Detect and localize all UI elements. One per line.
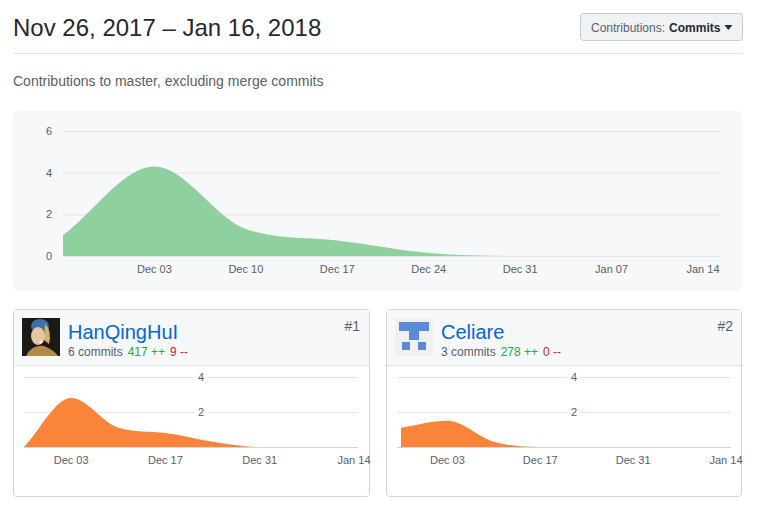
card-header (387, 310, 741, 365)
y-tick-label: 0 (46, 250, 52, 262)
grid-line (397, 377, 731, 378)
avatar-shape (418, 342, 426, 350)
dropdown-label[interactable]: Contributions: (591, 21, 665, 35)
x-tick-label: Dec 31 (503, 263, 538, 275)
label-bg (567, 371, 581, 383)
chart: 0 2 4 6 Dec 03 Dec 10 Dec 17 Dec 24 Dec 31 Jan 07… (46, 125, 722, 275)
avatar (395, 318, 433, 356)
x-tick-label: Jan 07 (595, 263, 628, 275)
chart: 2 4 Dec 03 Dec 17 Dec 31 Jan 14 (24, 371, 371, 466)
x-tick-label: Dec 31 (616, 454, 651, 466)
contributor-card (14, 310, 370, 497)
avatar-shape (40, 341, 43, 344)
y-tick-label: 2 (571, 406, 577, 418)
area (63, 166, 703, 256)
x-axis-line (397, 447, 731, 448)
chart: 2 4 Dec 03 Dec 17 Dec 31 Jan 14 (397, 371, 743, 466)
avatar-shape (399, 322, 429, 331)
title: Nov 26, 2017 – Jan 16, 2018 (13, 14, 321, 41)
dropdown-text[interactable]: Contributions: Commits (591, 21, 721, 35)
x-tick-label: Dec 17 (523, 454, 558, 466)
contributor-stats: 3 commits 278 ++ 0 -- (441, 345, 561, 359)
x-tick-label: Dec 03 (54, 454, 89, 466)
avatar-shape (44, 324, 50, 344)
contributor-name[interactable]: Celiare (441, 321, 504, 343)
x-tick-label: Jan 14 (686, 263, 719, 275)
additions: 417 ++ (128, 345, 165, 359)
label-bg (567, 406, 581, 418)
card-divider (387, 365, 741, 366)
grid-line (24, 377, 358, 378)
caret[interactable] (724, 25, 732, 30)
label-bg (194, 406, 208, 418)
x-axis-line (24, 447, 358, 448)
avatar-bg (395, 318, 433, 356)
avatar-shape (402, 342, 410, 350)
x-tick-label: Jan 14 (709, 454, 742, 466)
y-tick-label: 2 (198, 406, 204, 418)
x-tick-label: Dec 31 (242, 454, 277, 466)
page: Nov 26, 2017 – Jan 16, 2018 Contributions… (0, 0, 761, 518)
grid-line (63, 131, 722, 132)
main-chart-panel (13, 111, 742, 291)
subtitle: Contributions to master, excluding merge… (13, 73, 323, 89)
plot-area (63, 166, 703, 256)
dropdown-box[interactable] (581, 14, 743, 41)
x-tick-label: Dec 17 (148, 454, 183, 466)
contributor-name[interactable]: HanQingHuI (68, 321, 178, 343)
additions: 278 ++ (501, 345, 538, 359)
rank: #2 (717, 318, 733, 334)
card-header (14, 310, 369, 365)
area (24, 398, 354, 447)
label-bg (194, 371, 208, 383)
avatar-shape (409, 331, 419, 340)
x-tick-label: Dec 10 (228, 263, 263, 275)
y-tick-label: 6 (46, 125, 52, 137)
x-tick-label: Dec 17 (320, 263, 355, 275)
y-tick-label: 4 (46, 167, 52, 179)
avatar-bg (22, 318, 60, 356)
y-tick-label: 4 (198, 371, 204, 383)
divider (13, 53, 742, 54)
contributor-stats: 6 commits 417 ++ 9 -- (68, 345, 188, 359)
deletions: 9 -- (170, 345, 188, 359)
y-tick-label: 4 (571, 371, 577, 383)
avatar-shape (31, 327, 45, 345)
avatar (22, 318, 60, 356)
x-tick-label: Dec 03 (137, 263, 172, 275)
commit-count: 6 commits (68, 345, 123, 359)
area (401, 421, 726, 447)
rank: #1 (344, 318, 360, 334)
x-tick-label: Dec 24 (411, 263, 446, 275)
x-tick-label: Jan 14 (337, 454, 370, 466)
deletions: 0 -- (543, 345, 561, 359)
x-tick-label: Dec 03 (430, 454, 465, 466)
contributions-dropdown[interactable]: Contributions: Commits (581, 14, 743, 41)
grid-line (397, 412, 731, 413)
grid-line (63, 256, 722, 257)
plot-area (24, 398, 354, 447)
commit-count: 3 commits (441, 345, 496, 359)
contributor-card (387, 310, 742, 497)
dropdown-value[interactable]: Commits (669, 21, 721, 35)
card-divider (14, 365, 369, 366)
y-tick-label: 2 (46, 208, 52, 220)
plot-area (401, 421, 726, 447)
avatar-shape (26, 346, 58, 356)
